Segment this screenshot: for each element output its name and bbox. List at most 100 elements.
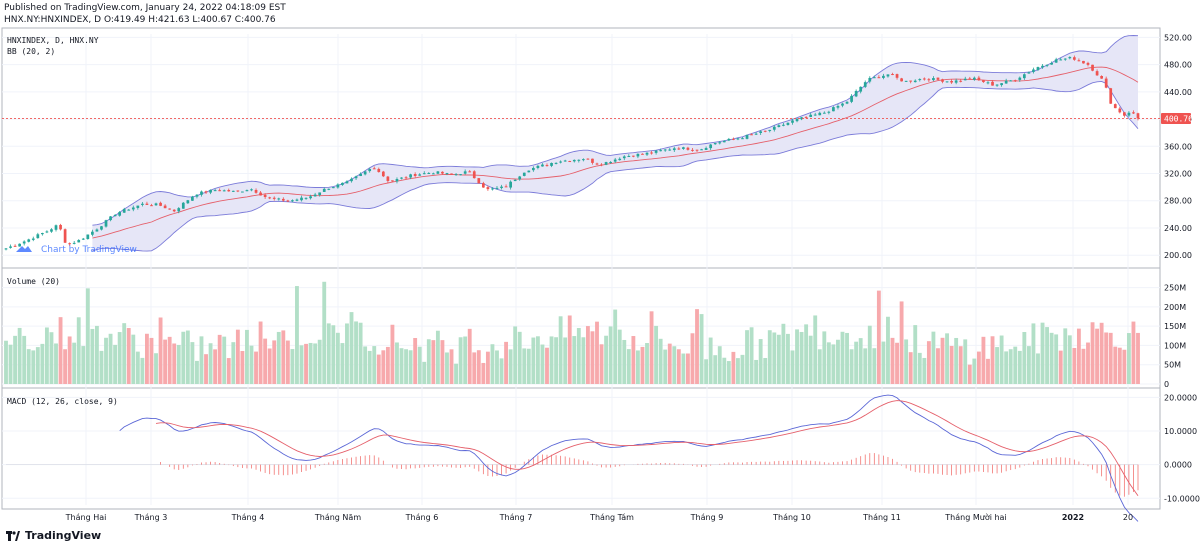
time-tick-label: Tháng 11 (862, 513, 901, 522)
candle-body (922, 78, 926, 80)
candle-body (331, 187, 335, 189)
candle (404, 176, 408, 180)
candle (591, 158, 594, 165)
volume-bar (967, 364, 972, 384)
candle (72, 240, 76, 245)
candle (136, 205, 140, 210)
candle (459, 173, 462, 176)
candle-body (177, 208, 181, 212)
volume-bar (395, 342, 399, 384)
candle-body (345, 181, 349, 184)
candle (500, 184, 503, 190)
candle (368, 167, 372, 173)
volume-bar (831, 344, 836, 384)
volume-bar (545, 347, 549, 384)
candle (659, 148, 663, 152)
candle-body (822, 112, 826, 114)
candle-body (763, 130, 767, 132)
volume-bar (208, 343, 213, 384)
candle (381, 170, 385, 178)
candle-body (782, 124, 785, 126)
volume-bar (404, 349, 408, 384)
candle (322, 187, 326, 192)
volume-bar (440, 340, 445, 384)
candle (891, 72, 894, 76)
candle (91, 229, 94, 237)
candle (4, 247, 8, 251)
candle-body (800, 117, 803, 120)
volume-bar (154, 353, 158, 384)
candle (218, 188, 222, 192)
candle (372, 166, 376, 170)
candle (31, 236, 35, 242)
volume-bar (413, 338, 418, 384)
time-tick-label: 2022 (1062, 513, 1084, 522)
last-price-label: 400.76 (1164, 115, 1193, 124)
candle (350, 177, 353, 183)
candle (395, 177, 399, 184)
volume-bar (863, 348, 868, 384)
candle-body (395, 179, 399, 182)
volume-bar (213, 349, 218, 384)
candle-body (886, 74, 890, 77)
volume-bar (754, 359, 759, 384)
candle-body (686, 147, 690, 150)
candle (400, 177, 403, 180)
price-tick-label: 520.00 (1164, 33, 1192, 42)
candle (472, 170, 476, 179)
volume-bar (417, 346, 422, 384)
volume-bar (908, 352, 913, 384)
candle-body (522, 172, 526, 176)
candle-body (100, 226, 103, 230)
candle (436, 171, 440, 175)
candle-body (368, 168, 372, 172)
volume-bar (681, 353, 686, 384)
candle (1050, 61, 1053, 65)
candle-body (672, 148, 676, 151)
candle (1068, 56, 1072, 60)
candle (872, 75, 876, 79)
volume-bar (804, 324, 809, 384)
macd-tick-label: 10.0000 (1164, 427, 1197, 436)
candlestick-series (4, 55, 1140, 251)
candle-body (477, 178, 481, 184)
candle (481, 181, 485, 188)
candle-body (1050, 62, 1053, 65)
candle (518, 175, 522, 181)
volume-bar (590, 331, 595, 384)
candle (1045, 64, 1049, 68)
volume-bar (699, 314, 704, 384)
volume-bar (917, 352, 922, 384)
volume-bar (708, 337, 713, 384)
candle (818, 111, 822, 116)
candle-body (286, 200, 290, 202)
candle (295, 198, 299, 202)
candle (104, 219, 108, 228)
candle (995, 84, 999, 87)
candle (45, 230, 49, 234)
candle-body (704, 148, 708, 150)
candle-body (277, 198, 281, 200)
candle-body (104, 220, 108, 227)
volume-bar (795, 329, 799, 384)
volume-bar (481, 362, 486, 384)
candle-body (613, 159, 617, 162)
candle (254, 188, 258, 194)
candle-body (150, 205, 153, 207)
candle-body (654, 150, 658, 153)
candle (1000, 83, 1003, 87)
candle-body (518, 176, 522, 180)
candle (450, 173, 453, 175)
candle-body (204, 191, 208, 193)
candle-body (882, 75, 885, 78)
candle-body (259, 192, 262, 196)
candle (486, 185, 490, 191)
price-axis-ticks: 520.00480.00440.00400.00360.00320.00280.… (1164, 33, 1200, 503)
candle-body (486, 187, 490, 190)
candle-body (791, 120, 794, 123)
volume-tick-label: 200M (1164, 303, 1186, 312)
candle (422, 171, 426, 175)
volume-bar (31, 350, 36, 384)
footer-brand[interactable]: TradingView (6, 529, 101, 542)
